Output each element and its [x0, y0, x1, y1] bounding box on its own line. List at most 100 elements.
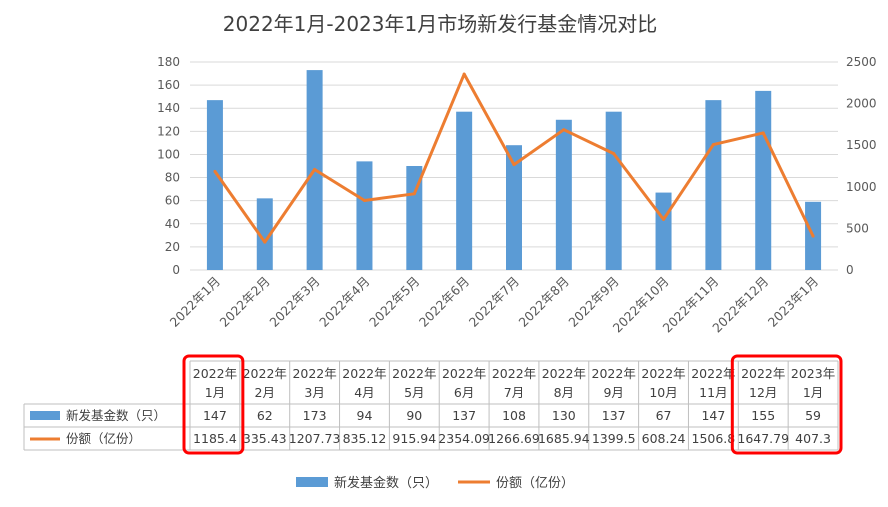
- x-tick-label: 2022年5月: [366, 274, 422, 330]
- bar: [506, 145, 522, 270]
- table-header-month: 6月: [454, 385, 474, 400]
- table-cell: 2354.09: [438, 431, 490, 446]
- chart-title: 2022年1月-2023年1月市场新发行基金情况对比: [223, 12, 657, 36]
- y-left-tick-label: 100: [157, 147, 180, 161]
- bar: [755, 90, 772, 270]
- y-right-tick-label: 1000: [846, 180, 877, 194]
- table-cell: 137: [602, 408, 626, 423]
- x-tick-label: 2022年3月: [266, 274, 322, 330]
- y-left-tick-label: 140: [157, 101, 180, 115]
- table-header-year: 2022年: [542, 366, 586, 381]
- x-tick-label: 2022年2月: [216, 274, 272, 330]
- line-point: [313, 168, 317, 172]
- table-cell: 90: [406, 408, 422, 423]
- x-tick-label: 2022年1月: [167, 274, 223, 330]
- table-header-month: 11月: [699, 385, 727, 400]
- table-cell: 108: [502, 408, 526, 423]
- y-left-tick-label: 40: [165, 217, 180, 231]
- table-cell: 67: [656, 408, 672, 423]
- table-header-year: 2022年: [741, 366, 785, 381]
- y-right-tick-label: 1500: [846, 138, 877, 152]
- axes: 0 20 40 60 80 100 120 140 160 180 0 500 1000 1500 2000…: [157, 55, 876, 277]
- x-tick-label: 2022年6月: [416, 274, 472, 330]
- table-cell: 62: [257, 408, 273, 423]
- y-left-tick-label: 0: [172, 263, 180, 277]
- line-point: [213, 169, 217, 173]
- line-point: [811, 234, 815, 238]
- bar: [206, 100, 223, 270]
- table-header-year: 2022年: [492, 366, 536, 381]
- y-right-tick-label: 0: [846, 263, 854, 277]
- bar-series: [206, 70, 822, 271]
- legend-label: 新发基金数（只）: [334, 475, 438, 491]
- table-header-year: 2022年: [641, 366, 685, 381]
- table-cell: 608.24: [642, 431, 686, 446]
- line-point: [263, 240, 267, 244]
- table-cell: 59: [805, 408, 821, 423]
- table-cell: 94: [357, 408, 373, 423]
- table-cell: 155: [751, 408, 775, 423]
- line-point: [711, 143, 715, 147]
- table-header-month: 2月: [255, 385, 275, 400]
- line-point: [562, 128, 566, 132]
- line-point: [362, 199, 366, 203]
- y-right-tick-label: 2500: [846, 55, 877, 69]
- line-series: [213, 72, 815, 244]
- table-cell: 137: [452, 408, 476, 423]
- table-cell: 1506.8: [692, 431, 736, 446]
- table-cell: 1207.73: [289, 431, 341, 446]
- data-table: 2022年 1月 2022年 2月 2022年 3月 2022年 4月 2022年 5月 2022年…: [23, 360, 839, 451]
- table-header-month: 10月: [649, 385, 677, 400]
- highlight-box: [730, 354, 843, 455]
- bar: [705, 100, 722, 270]
- table-cell: 1185.4: [193, 431, 237, 446]
- y-left-tick-label: 160: [157, 78, 180, 92]
- y-left-tick-label: 180: [157, 55, 180, 69]
- x-tick-label: 2022年8月: [516, 274, 572, 330]
- table-cell: 147: [203, 408, 227, 423]
- table-header-year: 2022年: [292, 366, 336, 381]
- table-cell: 335.43: [243, 431, 287, 446]
- table-header-year: 2023年: [791, 366, 835, 381]
- table-cell: 407.3: [795, 431, 831, 446]
- line-point: [612, 152, 616, 156]
- table-cell: 915.94: [392, 431, 436, 446]
- x-tick-label: 2022年4月: [316, 274, 372, 330]
- table-header-year: 2022年: [691, 366, 735, 381]
- table-header-year: 2022年: [392, 366, 436, 381]
- table-header-month: 12月: [749, 385, 777, 400]
- legend: 新发基金数（只） 份额（亿份）: [296, 475, 574, 491]
- legend-label: 份额（亿份）: [496, 476, 574, 491]
- table-cell: 1647.79: [737, 431, 789, 446]
- table-header-month: 1月: [803, 385, 823, 400]
- bar: [406, 166, 423, 270]
- category-labels: 2022年1月2022年2月2022年3月2022年4月2022年5月2022年…: [167, 274, 822, 336]
- table-cell: 1685.94: [538, 431, 590, 446]
- line-point: [512, 163, 516, 167]
- table-cell: 173: [303, 408, 327, 423]
- bar: [256, 198, 273, 270]
- bar: [356, 161, 373, 270]
- table-header-month: 8月: [554, 385, 574, 400]
- table-cell: 147: [701, 408, 725, 423]
- line-point: [761, 131, 765, 135]
- table-header-month: 3月: [304, 385, 324, 400]
- table-cell: 1266.69: [488, 431, 540, 446]
- x-tick-label: 2022年7月: [466, 274, 522, 330]
- table-cell: 1399.5: [592, 431, 636, 446]
- table-row-label: 新发基金数（只）: [66, 408, 166, 423]
- bar: [605, 111, 622, 270]
- table-header-month: 7月: [504, 385, 524, 400]
- table-header-month: 1月: [205, 385, 225, 400]
- table-header-year: 2022年: [442, 366, 486, 381]
- highlight-box: [182, 354, 245, 455]
- y-right-tick-label: 500: [846, 221, 869, 235]
- x-tick-label: 2023年1月: [765, 274, 821, 330]
- y-left-tick-label: 120: [157, 124, 180, 138]
- line-point: [662, 217, 666, 221]
- table-header-year: 2022年: [592, 366, 636, 381]
- table-cell: 835.12: [343, 431, 387, 446]
- table-legend-bar-key: [30, 411, 60, 420]
- bar: [655, 192, 672, 270]
